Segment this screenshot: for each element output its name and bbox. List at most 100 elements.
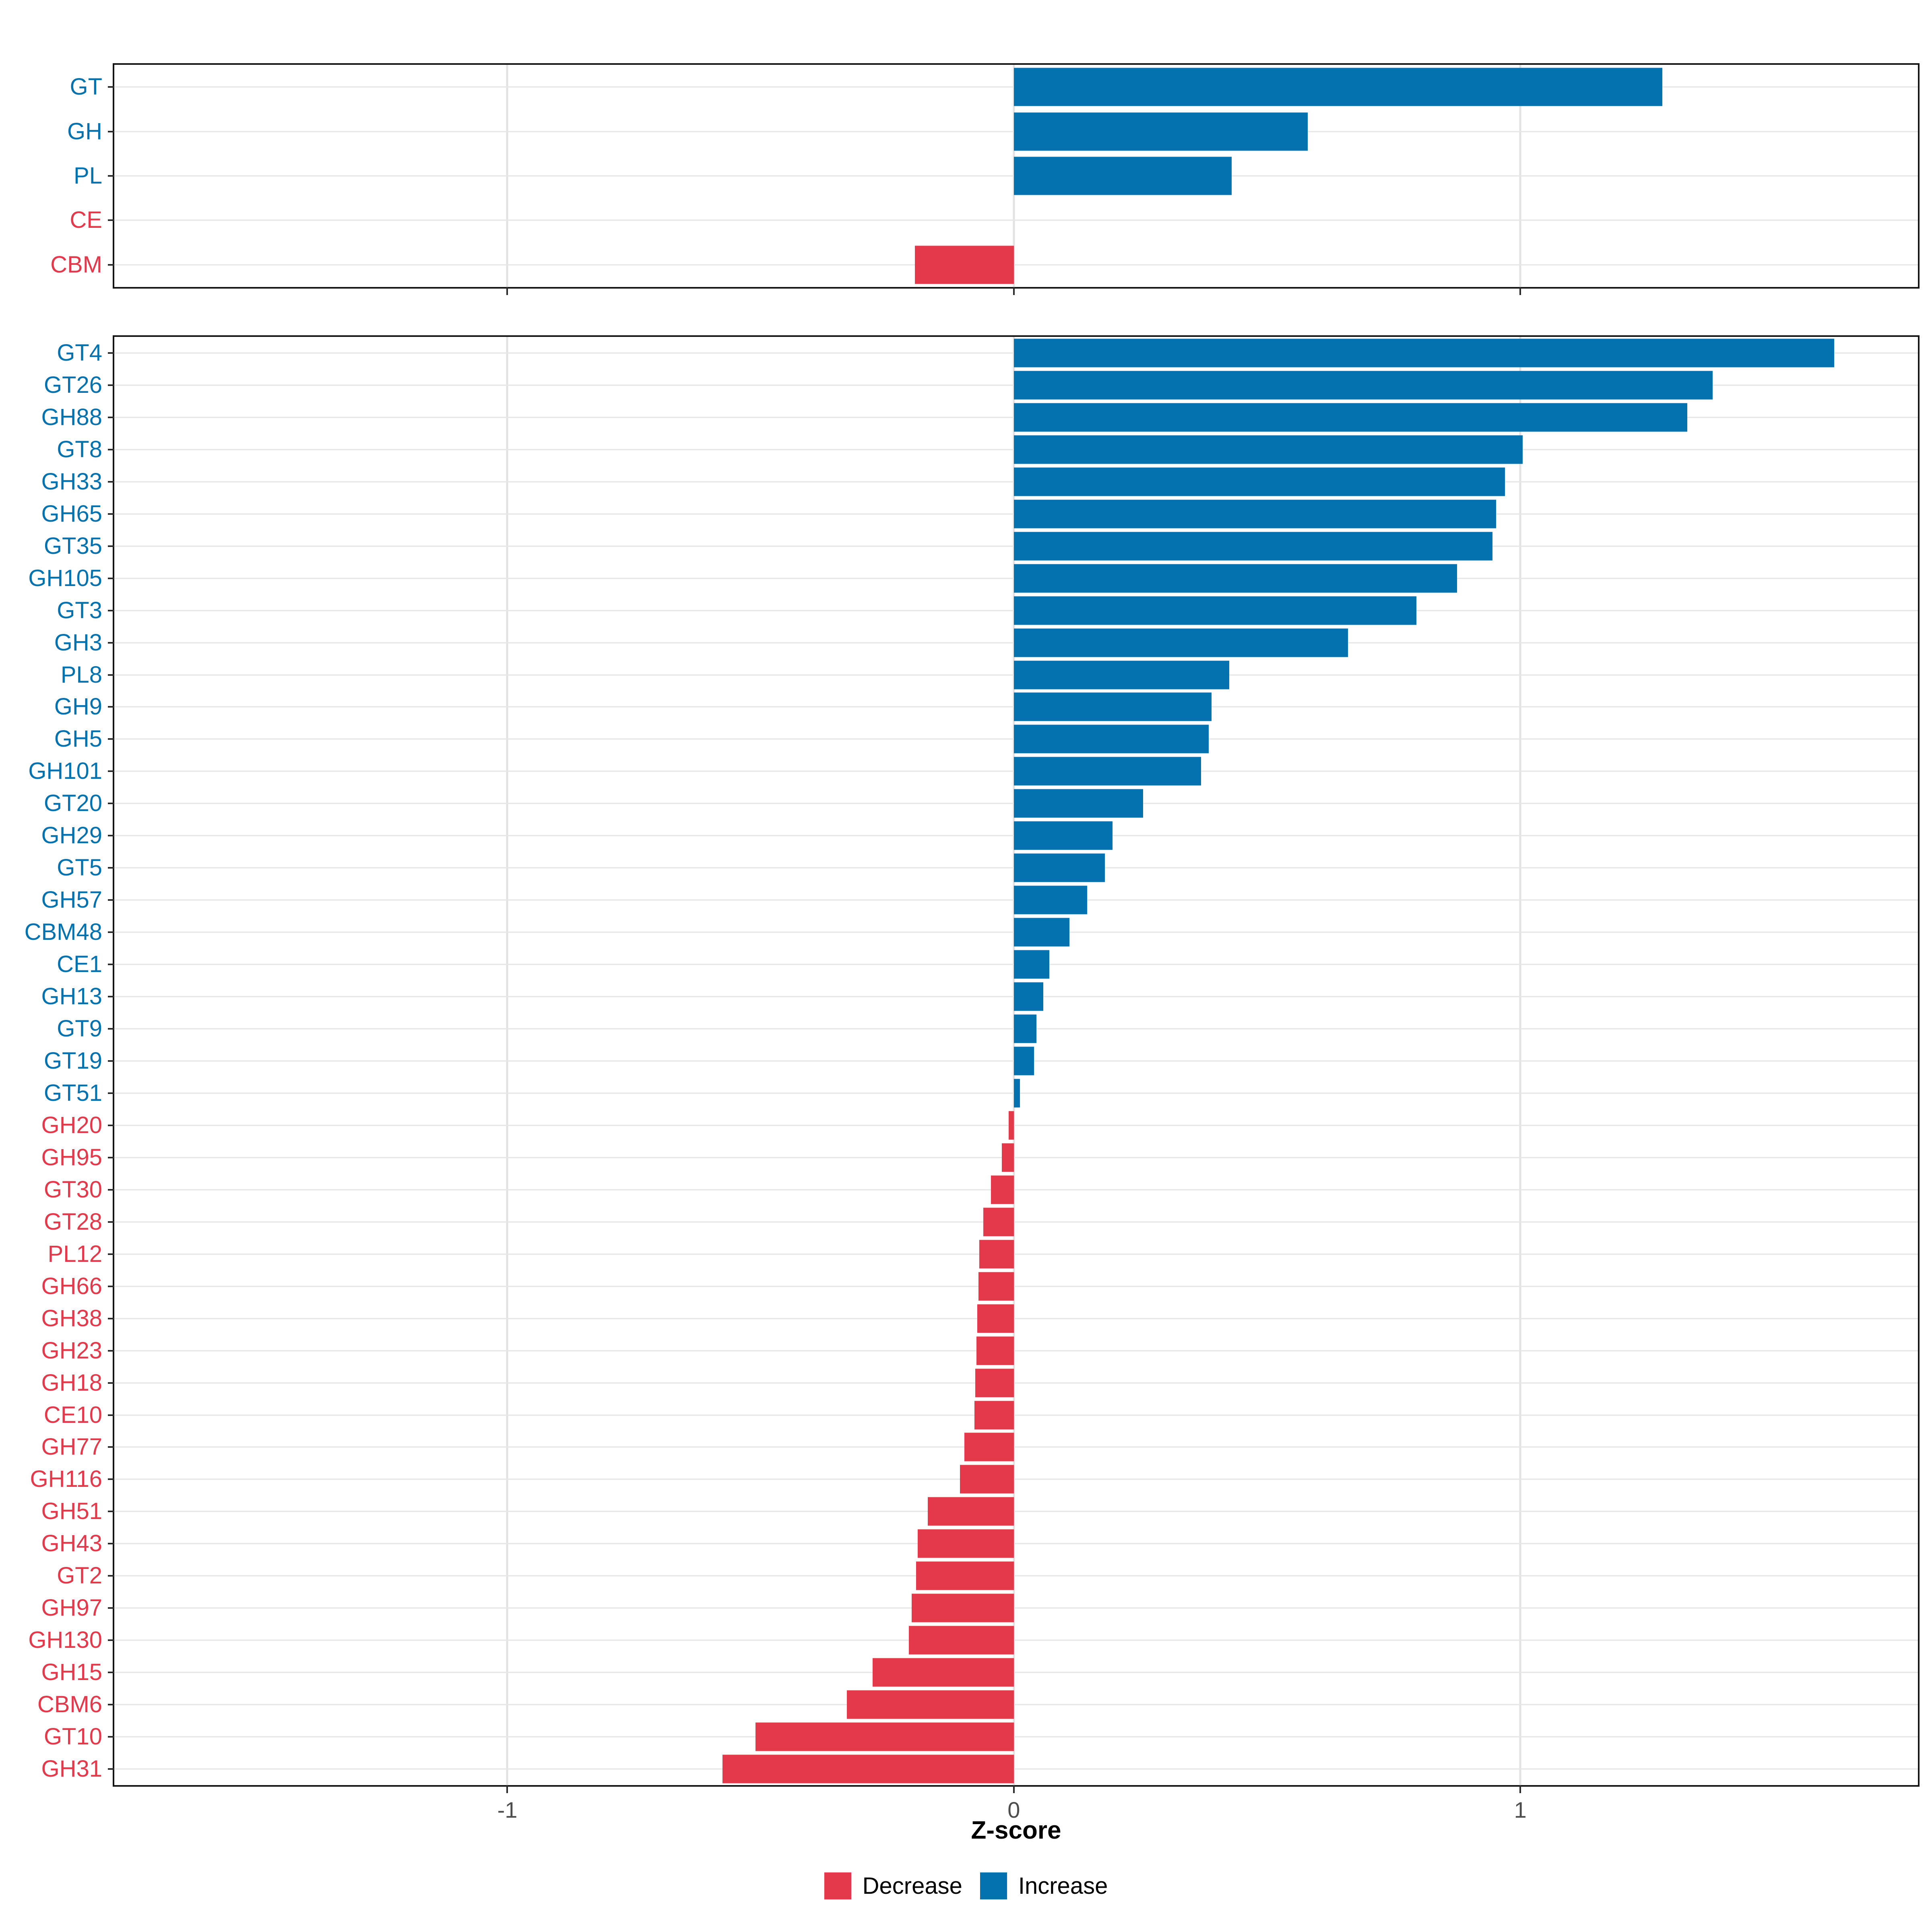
category-label-ce1: CE1 [57, 951, 102, 978]
y-axis-tick [108, 1511, 114, 1513]
y-axis-tick [108, 1028, 114, 1030]
y-axis-tick [108, 1575, 114, 1577]
category-label-gh51: GH51 [41, 1498, 102, 1525]
bar-gh116 [960, 1465, 1014, 1494]
bar-pl12 [979, 1240, 1014, 1269]
y-axis-tick [108, 1446, 114, 1448]
y-gridline [114, 1736, 1918, 1738]
bar-gh88 [1013, 403, 1688, 432]
category-label-pl: PL [74, 163, 102, 189]
bar-gh65 [1013, 500, 1496, 528]
x-tick-label: -1 [497, 1797, 518, 1823]
bar-gt51 [1013, 1079, 1020, 1108]
y-axis-tick [108, 1414, 114, 1416]
y-axis-tick [108, 674, 114, 676]
y-axis-tick [108, 899, 114, 901]
category-label-gt: GT [70, 74, 102, 100]
category-label-gt28: GT28 [43, 1208, 102, 1235]
y-gridline [114, 1125, 1918, 1126]
bar-gt28 [983, 1208, 1014, 1236]
category-label-gh9: GH9 [54, 694, 102, 720]
bar-gh5 [1013, 724, 1209, 753]
bar-gt19 [1013, 1046, 1034, 1075]
y-axis-tick [108, 1317, 114, 1319]
bar-gh15 [872, 1658, 1014, 1687]
bar-gh95 [1001, 1143, 1014, 1172]
category-label-gh66: GH66 [41, 1273, 102, 1299]
category-label-gh97: GH97 [41, 1595, 102, 1621]
y-gridline [114, 1414, 1918, 1416]
bar-pl [1013, 157, 1232, 195]
category-label-gh31: GH31 [41, 1756, 102, 1782]
legend-item-decrease: Decrease [824, 1872, 962, 1899]
bar-cbm [915, 246, 1014, 284]
y-gridline [114, 1704, 1918, 1705]
category-label-gh116: GH116 [30, 1466, 102, 1492]
y-axis-tick [108, 1607, 114, 1609]
y-gridline [114, 1189, 1918, 1191]
y-axis-tick [108, 770, 114, 772]
y-axis-tick [108, 264, 114, 266]
bar-gh18 [975, 1368, 1014, 1397]
legend-swatch-increase [980, 1872, 1007, 1899]
category-label-gh: GH [67, 118, 102, 144]
y-gridline [114, 1350, 1918, 1352]
category-label-pl8: PL8 [60, 661, 102, 688]
category-label-cbm: CBM [50, 251, 102, 278]
x-axis-tick [1519, 1785, 1521, 1793]
category-label-gh23: GH23 [41, 1337, 102, 1364]
bar-ce10 [974, 1401, 1014, 1429]
y-axis-tick [108, 931, 114, 933]
bar-gh38 [977, 1304, 1014, 1333]
y-axis-tick [108, 1736, 114, 1738]
y-axis-tick [108, 577, 114, 579]
category-label-ce: CE [70, 207, 102, 233]
y-gridline [114, 1511, 1918, 1512]
category-label-cbm6: CBM6 [37, 1691, 102, 1718]
category-label-gh105: GH105 [28, 565, 102, 591]
y-axis-tick [108, 1156, 114, 1158]
y-axis-tick [108, 1092, 114, 1094]
bar-gt4 [1013, 339, 1835, 367]
y-axis-tick [108, 1639, 114, 1641]
y-axis-tick [108, 1060, 114, 1062]
category-label-gt8: GT8 [57, 436, 102, 462]
y-axis-tick [108, 1382, 114, 1384]
category-label-gt20: GT20 [43, 790, 102, 817]
bar-gt35 [1013, 532, 1492, 561]
y-axis-tick [108, 1672, 114, 1674]
y-axis-tick [108, 1285, 114, 1287]
y-axis-tick [108, 1124, 114, 1126]
y-axis-tick [108, 416, 114, 418]
bar-gt20 [1013, 789, 1143, 818]
bar-pl8 [1013, 661, 1229, 689]
y-axis-tick [108, 1189, 114, 1191]
y-axis-tick [108, 1543, 114, 1545]
y-axis-tick [108, 384, 114, 386]
category-label-gh88: GH88 [41, 404, 102, 430]
category-label-gh77: GH77 [41, 1434, 102, 1460]
bar-gh57 [1013, 886, 1088, 914]
y-axis-tick [108, 996, 114, 998]
category-label-gt9: GT9 [57, 1016, 102, 1042]
y-gridline [114, 1768, 1918, 1770]
y-axis-tick [108, 642, 114, 644]
bar-gh66 [978, 1272, 1014, 1301]
category-label-gh33: GH33 [41, 468, 102, 495]
y-axis-tick [108, 175, 114, 177]
bar-gh23 [976, 1336, 1014, 1365]
y-axis-tick [108, 867, 114, 869]
panel-families: GT GH PL CE CBM [50, 63, 1920, 295]
bar-gt30 [991, 1175, 1014, 1204]
legend-label: Decrease [862, 1872, 962, 1899]
x-axis-tick [506, 287, 508, 295]
y-gridline [114, 1157, 1918, 1158]
y-axis-tick [108, 1350, 114, 1352]
category-label-gh57: GH57 [41, 887, 102, 913]
bar-gh9 [1013, 692, 1212, 721]
x-axis-title: Z-score [971, 1816, 1061, 1844]
category-label-gt30: GT30 [43, 1176, 102, 1203]
bar-gh13 [1013, 982, 1043, 1011]
bar-gh29 [1013, 821, 1113, 850]
